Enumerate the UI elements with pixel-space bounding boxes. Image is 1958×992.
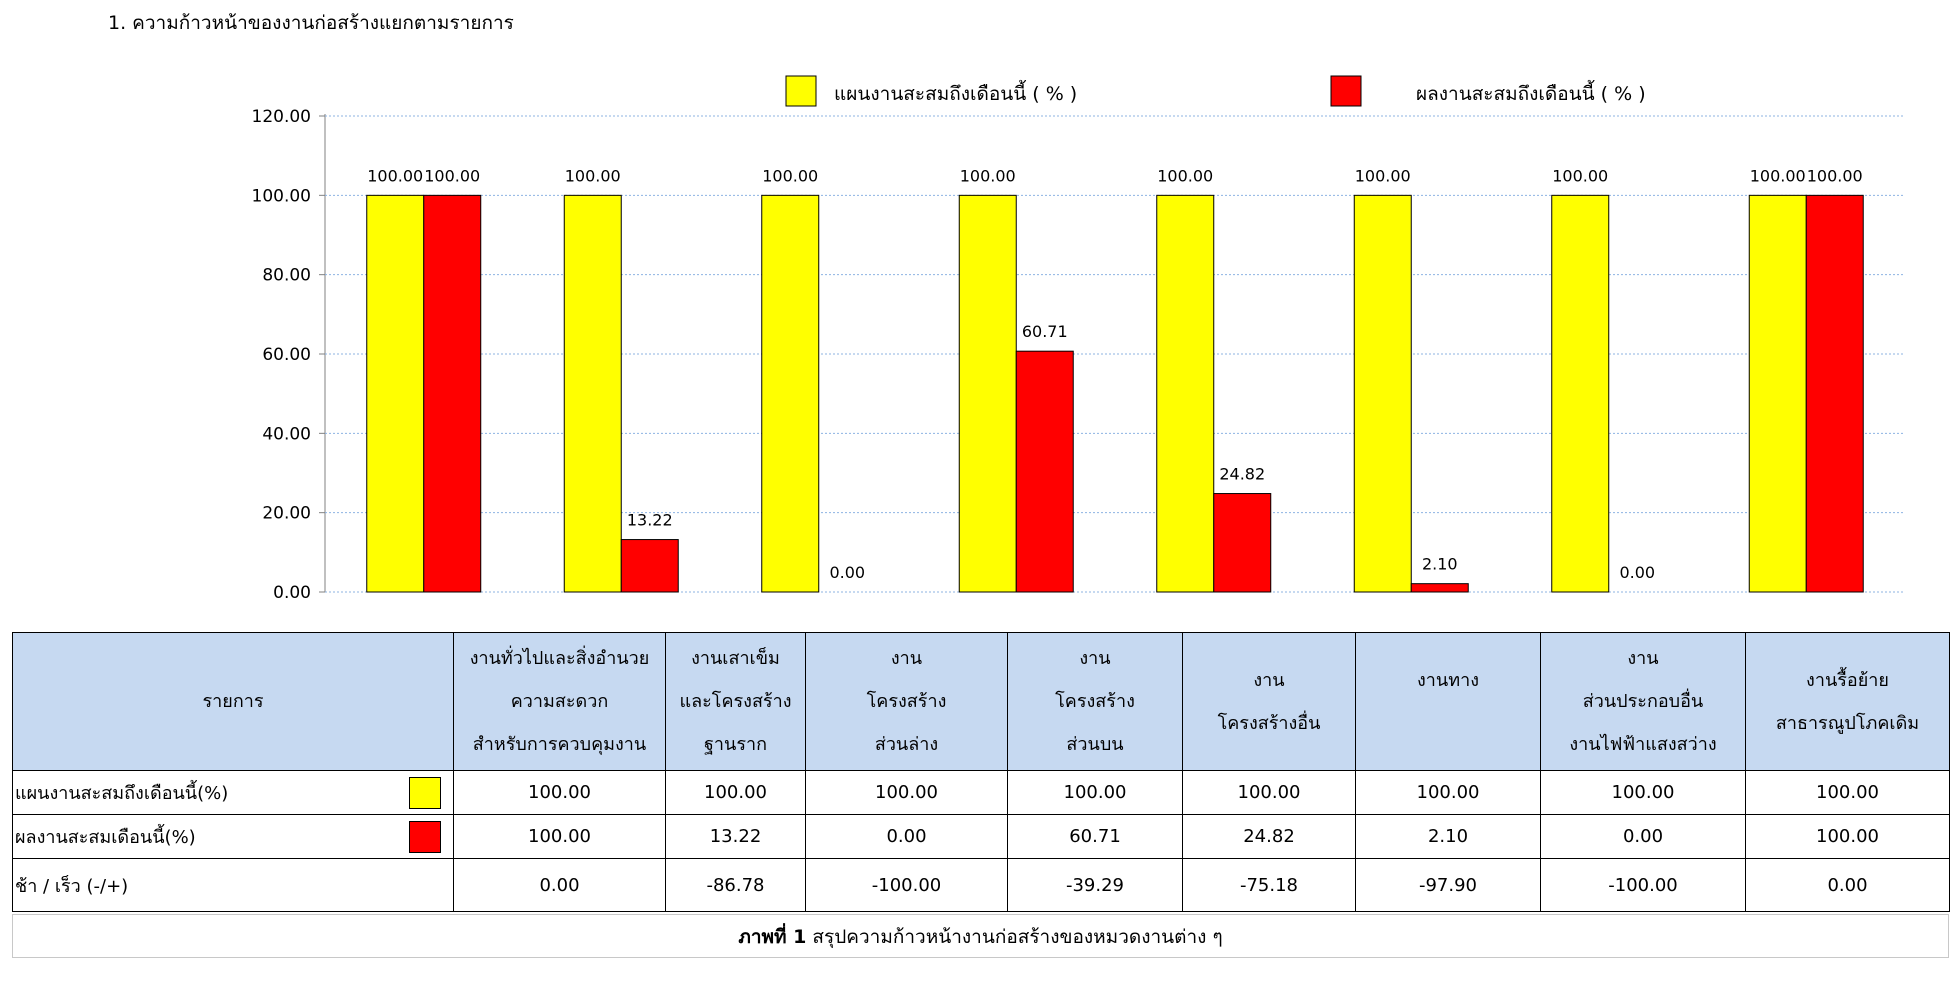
legend-swatch-actual — [409, 820, 441, 853]
table-cell: 100.00 — [1182, 770, 1356, 815]
page-heading: 1. ความก้าวหน้าของงานก่อสร้างแยกตามรายกา… — [108, 12, 514, 34]
bar-plan — [1551, 194, 1610, 593]
legend-label-actual: ผลงานสะสมถึงเดือนนี้ ( % ) — [1416, 80, 1646, 105]
bar-actual — [1805, 194, 1864, 593]
table-row-actual: ผลงานสะสมเดือนนี้(%) 100.00 13.22 0.00 6… — [12, 814, 1950, 859]
row-label-difference: ช้า / เร็ว (-/+) — [12, 858, 454, 912]
table-cell: 100.00 — [453, 770, 666, 815]
table-cell: -75.18 — [1182, 858, 1356, 912]
table-cell: 24.82 — [1182, 814, 1356, 859]
table-cell: 13.22 — [665, 814, 806, 859]
bar-actual — [1410, 583, 1469, 593]
y-tick-label: 80.00 — [262, 266, 311, 286]
data-label-actual: 13.22 — [627, 511, 673, 530]
y-tick-label: 120.00 — [252, 107, 311, 127]
bar-plan — [761, 194, 820, 593]
table-cell: 0.00 — [1745, 858, 1950, 912]
bar-plan — [366, 194, 425, 593]
table-cell: 0.00 — [805, 814, 1008, 859]
table-cell: 0.00 — [1540, 814, 1746, 859]
caption-number: ภาพที่ 1 — [738, 926, 807, 948]
column-header: งานเสาเข็ม และโครงสร้าง ฐานราก — [665, 632, 806, 771]
bar-plan — [1353, 194, 1412, 593]
legend-label-plan: แผนงานสะสมถึงเดือนนี้ ( % ) — [834, 80, 1077, 105]
table-cell: 100.00 — [1540, 770, 1746, 815]
bar-plan — [1156, 194, 1215, 593]
legend-swatch-plan — [409, 776, 441, 809]
data-label-actual: 100.00 — [1807, 166, 1863, 185]
table-cell: 100.00 — [1745, 814, 1950, 859]
table-cell: 100.00 — [1355, 770, 1541, 815]
data-label-actual: 2.10 — [1422, 555, 1458, 574]
table-cell: -100.00 — [1540, 858, 1746, 912]
table-row-plan: แผนงานสะสมถึงเดือนนี้(%) 100.00 100.00 1… — [12, 770, 1950, 815]
data-label-actual: 60.71 — [1022, 322, 1068, 341]
y-tick-label: 100.00 — [252, 186, 311, 206]
y-tick-label: 60.00 — [262, 345, 311, 365]
data-label-actual: 0.00 — [829, 563, 865, 582]
figure-caption: ภาพที่ 1 สรุปความก้าวหน้างานก่อสร้างของห… — [12, 914, 1949, 958]
column-header: งานทาง — [1355, 632, 1541, 771]
table-cell: -86.78 — [665, 858, 806, 912]
data-label-plan: 100.00 — [762, 166, 818, 185]
table-cell: 100.00 — [453, 814, 666, 859]
data-label-plan: 100.00 — [1355, 166, 1411, 185]
table-cell: 100.00 — [805, 770, 1008, 815]
y-tick-label: 0.00 — [273, 583, 311, 603]
data-label-actual: 100.00 — [424, 166, 480, 185]
column-header: งาน โครงสร้าง ส่วนล่าง — [805, 632, 1008, 771]
caption-text: สรุปความก้าวหน้างานก่อสร้างของหมวดงานต่า… — [806, 926, 1223, 948]
grid-lines — [319, 114, 1905, 593]
table-cell: 100.00 — [1007, 770, 1183, 815]
y-tick-label: 40.00 — [262, 424, 311, 444]
bar-actual — [1015, 350, 1074, 593]
data-table: รายการ งานทั่วไปและสิ่งอำนวย ความสะดวก ส… — [12, 632, 1950, 912]
row-label-actual: ผลงานสะสมเดือนนี้(%) — [12, 814, 454, 859]
bar-actual — [1213, 493, 1272, 593]
data-label-plan: 100.00 — [565, 166, 621, 185]
data-label-plan: 100.00 — [1552, 166, 1608, 185]
data-label-plan: 100.00 — [367, 166, 423, 185]
table-header-label: รายการ — [12, 632, 454, 771]
legend-swatch-plan — [785, 75, 817, 107]
chart-legend: แผนงานสะสมถึงเดือนนี้ ( % ) ผลงานสะสมถึง… — [785, 75, 1646, 107]
table-cell: 60.71 — [1007, 814, 1183, 859]
bar-plan — [1748, 194, 1807, 593]
bar-actual — [620, 539, 679, 593]
data-labels: 100.00 100.00 100.0013.22100.000.00100.006… — [367, 166, 1862, 582]
data-label-plan: 100.00 — [1157, 166, 1213, 185]
bars — [366, 194, 1864, 593]
data-label-plan: 100.00 — [960, 166, 1016, 185]
y-axis-ticks: 0.00 20.00 40.00 60.00 80.00 100.00 120.00 — [252, 107, 311, 603]
column-header: งานทั่วไปและสิ่งอำนวย ความสะดวก สำหรับกา… — [453, 632, 666, 771]
data-label-plan: 100.00 — [1750, 166, 1806, 185]
legend-swatch-actual — [1330, 75, 1362, 107]
data-label-actual: 24.82 — [1219, 465, 1265, 484]
table-cell: 0.00 — [453, 858, 666, 912]
table-cell: 2.10 — [1355, 814, 1541, 859]
table-cell: -100.00 — [805, 858, 1008, 912]
table-header-row: รายการ งานทั่วไปและสิ่งอำนวย ความสะดวก ส… — [12, 632, 1950, 771]
column-header: งานรื้อย้าย สาธารณูปโภคเดิม — [1745, 632, 1950, 771]
table-row-difference: ช้า / เร็ว (-/+) 0.00 -86.78 -100.00 -39… — [12, 858, 1950, 912]
row-label-plan: แผนงานสะสมถึงเดือนนี้(%) — [12, 770, 454, 815]
table-cell: 100.00 — [665, 770, 806, 815]
bar-actual — [423, 194, 482, 593]
data-label-actual: 0.00 — [1619, 563, 1655, 582]
column-header: งาน โครงสร้าง ส่วนบน — [1007, 632, 1183, 771]
bar-chart: แผนงานสะสมถึงเดือนนี้ ( % ) ผลงานสะสมถึง… — [252, 75, 1905, 603]
bar-plan — [563, 194, 622, 593]
table-cell: 100.00 — [1745, 770, 1950, 815]
table-cell: -39.29 — [1007, 858, 1183, 912]
column-header: งาน ส่วนประกอบอื่น งานไฟฟ้าแสงสว่าง — [1540, 632, 1746, 771]
column-header: งาน โครงสร้างอื่น — [1182, 632, 1356, 771]
bar-plan — [958, 194, 1017, 593]
table-cell: -97.90 — [1355, 858, 1541, 912]
y-tick-label: 20.00 — [262, 504, 311, 524]
